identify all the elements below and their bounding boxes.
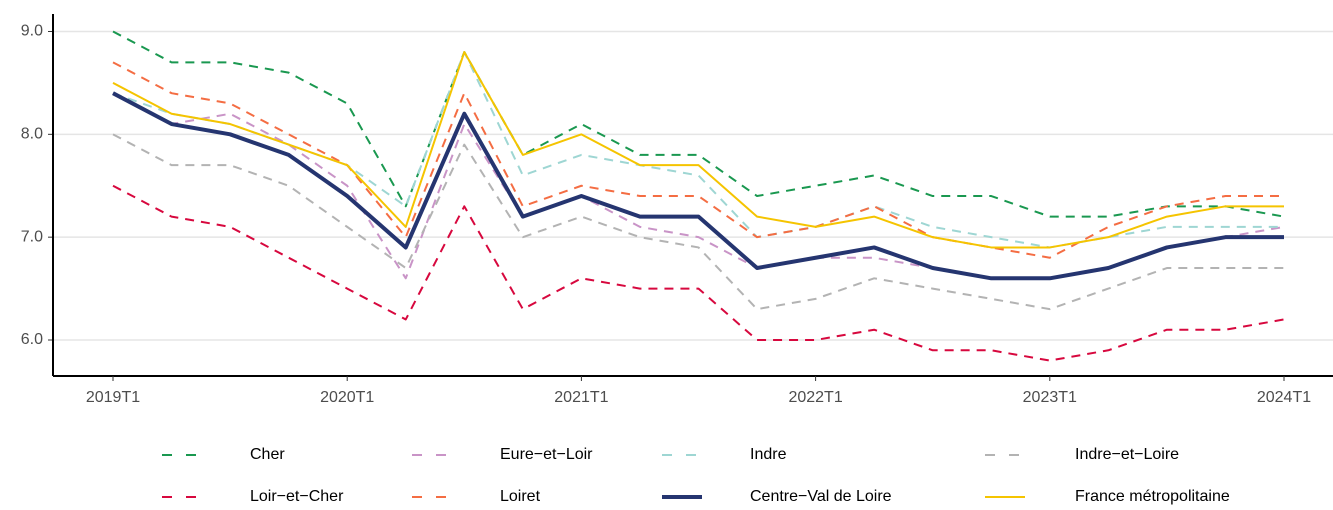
series-line	[112, 61, 1284, 259]
legend-label: Eure−et−Loir	[500, 446, 593, 463]
x-tick-label: 2022T1	[788, 389, 842, 406]
series-line	[112, 184, 1285, 362]
x-tick-label: 2024T1	[1257, 389, 1311, 406]
legend-label: Loir−et−Cher	[250, 488, 344, 505]
series-line	[112, 51, 1284, 249]
legend-label: Indre	[750, 446, 787, 463]
legend-label: Cher	[250, 446, 285, 463]
legend-label: Indre−et−Loire	[1075, 446, 1179, 463]
x-tick-label: 2019T1	[86, 389, 140, 406]
x-tick-label: 2023T1	[1023, 389, 1077, 406]
series-line	[112, 91, 1284, 281]
legend-label: France métropolitaine	[1075, 488, 1230, 505]
y-tick-label: 7.0	[21, 228, 43, 245]
series-line	[112, 30, 1285, 218]
x-tick-label: 2021T1	[554, 389, 608, 406]
legend-label: Loiret	[500, 488, 541, 505]
y-tick-label: 9.0	[21, 23, 43, 40]
x-tick-label: 2020T1	[320, 389, 374, 406]
series-line	[112, 92, 1285, 280]
series-line	[112, 133, 1284, 311]
y-tick-label: 8.0	[21, 126, 43, 143]
legend-label: Centre−Val de Loire	[750, 488, 892, 505]
y-tick-label: 6.0	[21, 331, 43, 348]
